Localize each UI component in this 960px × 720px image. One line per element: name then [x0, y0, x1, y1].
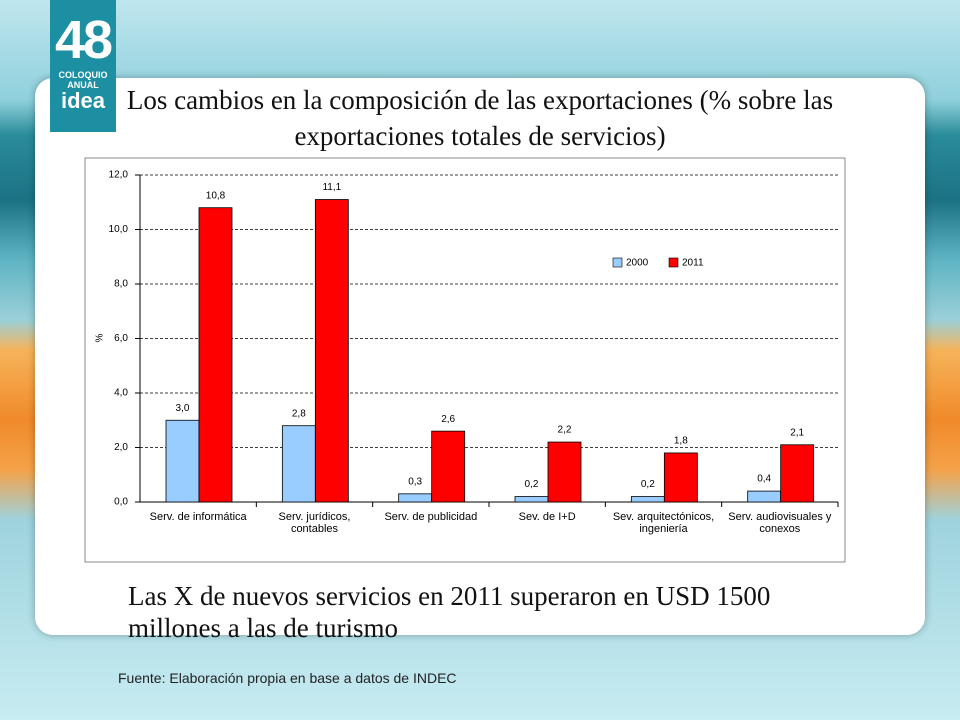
bar	[747, 490, 782, 503]
data-label: 10,8	[206, 190, 226, 201]
y-tick-label: 4,0	[114, 388, 128, 399]
logo-text: COLOQUIO	[58, 70, 108, 80]
legend-label: 2000	[626, 258, 649, 269]
summary-text: Las X de nuevos servicios en 2011 supera…	[128, 581, 771, 643]
data-label: 2,6	[441, 414, 455, 425]
data-label: 2,2	[558, 425, 572, 436]
y-tick-label: 10,0	[109, 224, 129, 235]
data-label: 1,8	[674, 436, 688, 447]
y-tick-label: 0,0	[114, 497, 128, 508]
x-tick-label: Serv. jurídicos, contables	[278, 511, 351, 535]
data-label: 0,2	[641, 479, 655, 490]
y-tick-label: 2,0	[114, 442, 128, 453]
legend-label: 2011	[682, 258, 704, 269]
y-axis-label: %	[95, 333, 106, 342]
bar	[630, 496, 665, 503]
y-tick-label: 6,0	[114, 333, 128, 344]
bar	[281, 425, 316, 503]
source-note: Fuente: Elaboración propia en base a dat…	[118, 670, 457, 686]
data-label: 2,8	[292, 408, 306, 419]
data-label: 3,0	[176, 403, 190, 414]
data-label: 2,1	[790, 427, 804, 438]
bar	[780, 444, 815, 503]
logo-text: idea	[60, 88, 106, 113]
bar	[663, 452, 698, 503]
bar	[547, 441, 582, 503]
bar	[314, 199, 349, 503]
logo: 48 COLOQUIO ANUAL idea	[50, 0, 116, 132]
bar	[198, 207, 233, 503]
y-tick-label: 8,0	[114, 279, 128, 290]
data-label: 0,4	[757, 474, 771, 485]
bar	[398, 493, 433, 503]
legend-swatch	[612, 257, 623, 268]
slide-title: Los cambios en la composición de las exp…	[126, 85, 834, 151]
x-tick-label: Sev. de I+D	[518, 511, 576, 523]
x-tick-label: Serv. de informática	[149, 511, 247, 523]
legend-swatch	[668, 257, 679, 268]
x-tick-label: Serv. de publicidad	[384, 511, 478, 523]
data-label: 11,1	[322, 182, 341, 193]
data-label: 0,3	[408, 476, 422, 487]
bar	[514, 496, 549, 503]
x-tick-label: Sev. arquitectónicos, ingeniería	[612, 511, 715, 535]
y-tick-label: 12,0	[109, 170, 129, 181]
bar	[165, 419, 200, 503]
bar	[431, 430, 466, 503]
data-label: 0,2	[525, 479, 539, 490]
logo-number: 48	[54, 10, 113, 70]
x-tick-label: Serv. audiovisuales y conexos	[728, 511, 832, 535]
logo-text: ANUAL	[67, 80, 99, 90]
